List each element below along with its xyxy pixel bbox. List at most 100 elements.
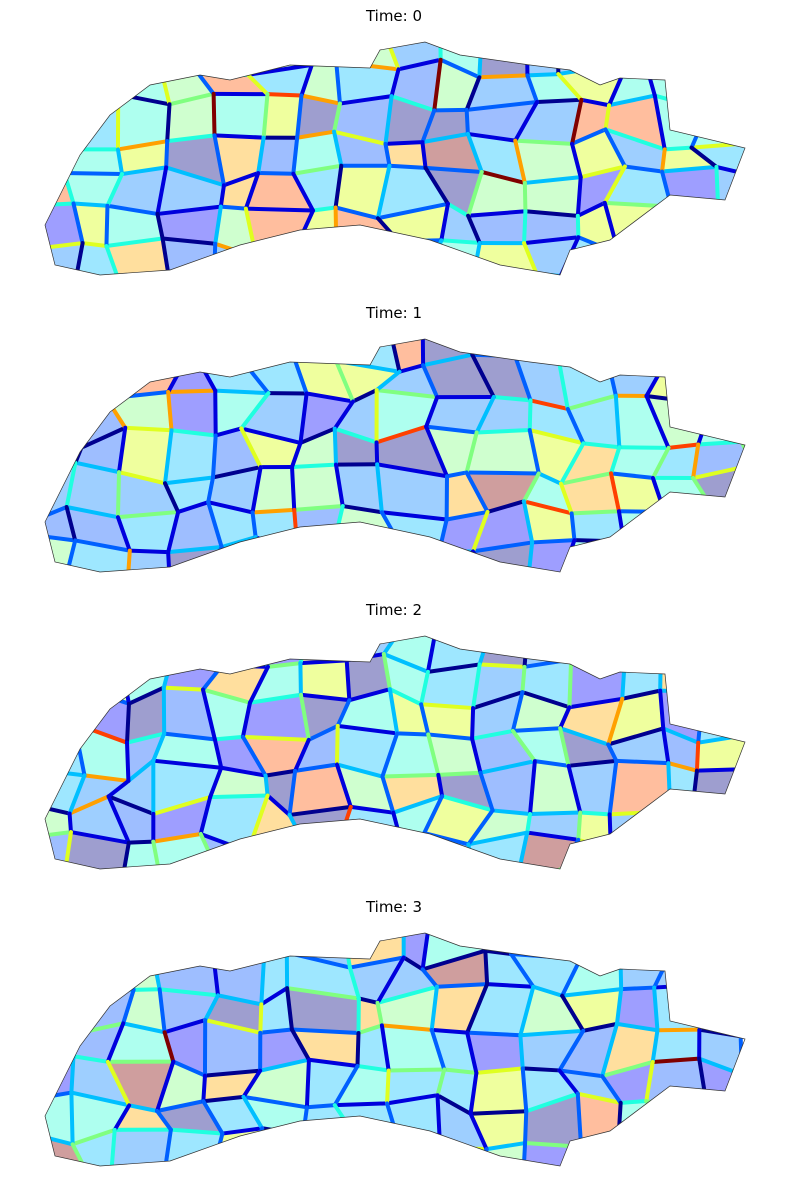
cell-edge	[18, 326, 43, 368]
cell-edge	[435, 1093, 443, 1150]
cell-edge	[395, 538, 442, 554]
cell	[204, 1020, 261, 1076]
cell-edge	[334, 59, 342, 106]
cell	[45, 203, 83, 249]
cell-edge	[131, 987, 162, 992]
cell-edge	[335, 723, 400, 736]
cell-edge	[45, 57, 72, 81]
cell	[389, 689, 429, 735]
cell	[431, 984, 488, 1033]
cell-edge	[169, 657, 225, 668]
cell	[511, 933, 583, 959]
cell-edge	[65, 581, 127, 592]
cell-edge	[355, 1031, 361, 1068]
cell-edge	[162, 1018, 208, 1035]
cell-edge	[67, 57, 86, 112]
cell-edge	[468, 1109, 529, 1116]
cell-edge	[620, 326, 671, 330]
cell	[106, 238, 169, 275]
cell	[472, 339, 516, 357]
cell-edge	[739, 409, 745, 444]
cell-edge	[299, 62, 314, 98]
cell-edge	[652, 985, 660, 1033]
cell	[559, 1070, 621, 1103]
cell-edge	[734, 1101, 745, 1133]
cell-edge	[734, 207, 745, 257]
cell-edge	[166, 545, 224, 555]
cell-edge	[523, 209, 580, 218]
cell	[45, 42, 76, 79]
cell-edge	[261, 92, 270, 140]
cell-edge	[482, 30, 527, 34]
cell-edge	[195, 339, 207, 360]
cell	[578, 812, 611, 851]
cell-edge	[692, 933, 713, 954]
cell-edge	[750, 143, 755, 176]
cell-edge	[435, 1093, 473, 1116]
cell-edge	[162, 731, 217, 742]
cell-edge	[470, 706, 476, 741]
cell-edge	[241, 1126, 265, 1166]
cell-edge	[121, 987, 136, 1026]
cell-edge	[668, 933, 676, 951]
cell-edge	[646, 509, 667, 540]
cell	[45, 393, 82, 448]
cell-edge	[623, 42, 630, 65]
cell-edge	[439, 238, 482, 245]
cell-edge	[116, 59, 129, 97]
cell-edge	[168, 1127, 225, 1136]
cell-edge	[655, 1027, 702, 1033]
cell	[358, 998, 382, 1034]
cell	[568, 760, 617, 815]
cell-edge	[126, 685, 166, 706]
cell-edge	[201, 1094, 246, 1104]
cell-edge	[105, 1021, 126, 1064]
cell-edge	[332, 426, 339, 467]
cell-edge	[216, 993, 264, 1007]
cell-edge	[200, 687, 217, 742]
cell-edge	[530, 538, 577, 545]
cell-edge	[696, 731, 745, 745]
cell-edge	[658, 22, 708, 35]
cell	[108, 42, 162, 73]
tissue	[45, 636, 745, 869]
cell-edge	[298, 426, 337, 445]
cell-edge	[609, 471, 621, 514]
cell-edge	[381, 652, 430, 674]
cell-edge	[426, 732, 475, 741]
cell-edge	[389, 1163, 442, 1166]
cell-edge	[295, 547, 335, 558]
cell-edge	[117, 470, 168, 486]
cell-edge	[423, 238, 444, 275]
cell-edge	[666, 761, 699, 773]
cell-edge	[166, 272, 216, 275]
cell-edge	[166, 509, 181, 555]
cell-edge	[106, 794, 156, 816]
cell-edge	[163, 475, 215, 486]
cell-edge	[64, 460, 78, 509]
cell-edge	[211, 91, 217, 138]
tissue-outline	[44, 635, 746, 870]
cell	[69, 775, 129, 814]
cell	[654, 948, 711, 988]
cell	[648, 537, 699, 572]
cell-edge	[518, 1028, 586, 1038]
cell-edge	[166, 390, 174, 433]
cell-edge	[569, 509, 621, 516]
cell-edge	[470, 728, 515, 741]
cell-edge	[110, 352, 181, 375]
cell-edge	[464, 430, 479, 475]
cell-edge	[347, 955, 406, 970]
cell	[618, 511, 665, 542]
cell-edge	[528, 398, 570, 411]
cell	[618, 1134, 671, 1166]
cell-edge	[380, 731, 400, 779]
cell-edge	[45, 391, 77, 398]
cell-edge	[734, 252, 742, 275]
cell	[625, 42, 658, 72]
cell-edge	[176, 500, 211, 514]
cell	[336, 42, 399, 70]
cell-edge	[304, 391, 356, 404]
cell-edge	[105, 203, 160, 216]
cell-edge	[104, 203, 110, 249]
